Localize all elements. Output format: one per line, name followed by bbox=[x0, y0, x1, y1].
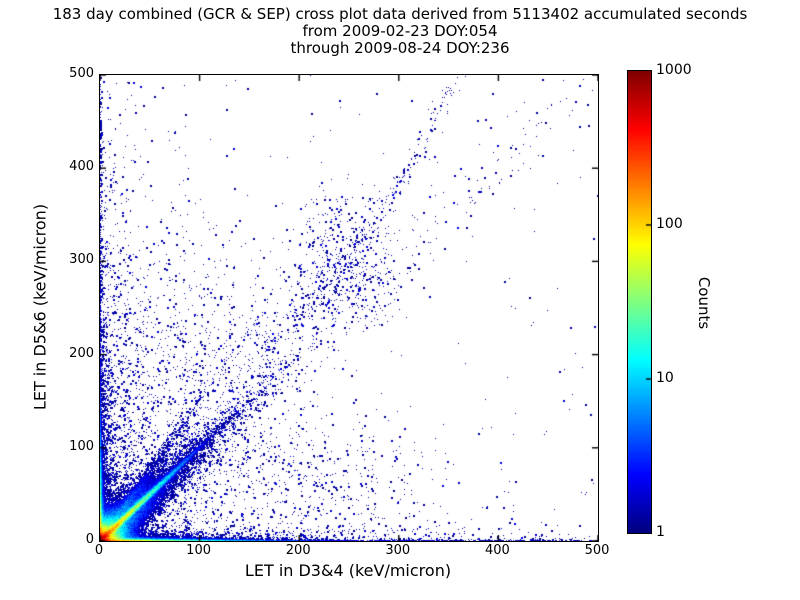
x-tick-label-200: 200 bbox=[285, 543, 311, 558]
scatter-density-canvas bbox=[100, 75, 598, 541]
y-tick-label-0: 0 bbox=[85, 532, 94, 547]
colorbar-tick-label-10: 10 bbox=[656, 370, 674, 386]
colorbar-tick-label-1: 1 bbox=[656, 524, 665, 540]
y-tick-label-300: 300 bbox=[69, 252, 94, 268]
chart-title-line-2: from 2009-02-23 DOY:054 bbox=[302, 22, 498, 40]
x-tick-label-0: 0 bbox=[94, 543, 104, 558]
y-axis-label: LET in D5&6 (keV/micron) bbox=[30, 203, 50, 411]
colorbar-tick-label-100: 100 bbox=[656, 215, 683, 232]
x-tick-label-100: 100 bbox=[186, 543, 212, 558]
x-axis-label: LET in D3&4 (keV/micron) bbox=[244, 561, 452, 580]
colorbar bbox=[627, 70, 652, 534]
chart-title: 183 day combined (GCR & SEP) cross plot … bbox=[0, 6, 800, 57]
colorbar-gradient-canvas bbox=[628, 71, 651, 533]
y-tick-label-200: 200 bbox=[69, 345, 94, 361]
x-tick-label-400: 400 bbox=[484, 543, 510, 558]
plot-area bbox=[99, 74, 599, 542]
x-tick-label-300: 300 bbox=[385, 543, 411, 558]
y-tick-label-500: 500 bbox=[69, 66, 94, 81]
y-tick-label-100: 100 bbox=[69, 438, 94, 454]
chart-title-line-1: 183 day combined (GCR & SEP) cross plot … bbox=[52, 5, 748, 23]
colorbar-label: Counts bbox=[695, 276, 713, 330]
colorbar-tick-label-1000: 1000 bbox=[656, 62, 692, 78]
x-tick-label-500: 500 bbox=[584, 543, 610, 558]
y-tick-label-400: 400 bbox=[69, 159, 94, 175]
chart-title-line-3: through 2009-08-24 DOY:236 bbox=[290, 39, 510, 57]
